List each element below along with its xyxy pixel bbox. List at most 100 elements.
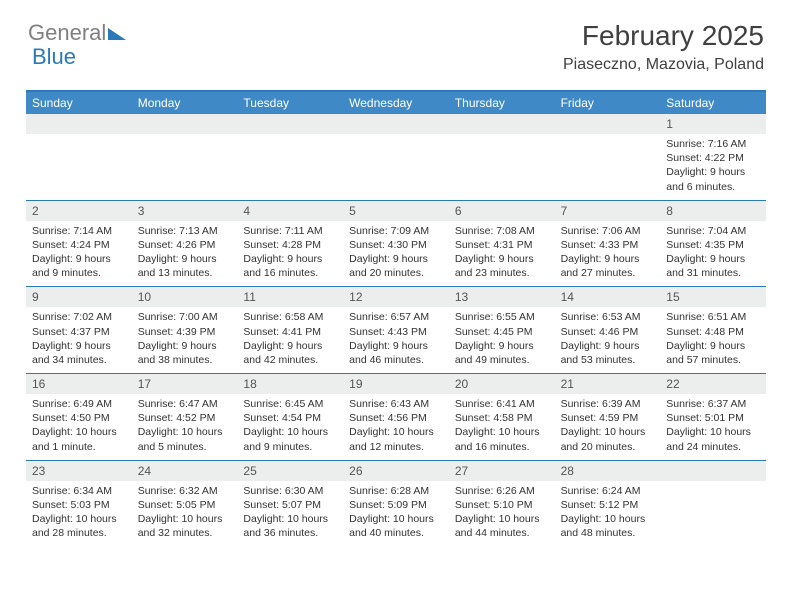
day-number: 22 [660,374,766,394]
day-details: Sunrise: 6:55 AM Sunset: 4:45 PM Dayligh… [449,307,555,373]
calendar-cell: 17Sunrise: 6:47 AM Sunset: 4:52 PM Dayli… [132,374,238,460]
day-number [660,461,766,481]
day-details: Sunrise: 6:37 AM Sunset: 5:01 PM Dayligh… [660,394,766,460]
day-number: 3 [132,201,238,221]
calendar-cell: 28Sunrise: 6:24 AM Sunset: 5:12 PM Dayli… [555,461,661,547]
calendar-cell: 6Sunrise: 7:08 AM Sunset: 4:31 PM Daylig… [449,201,555,287]
calendar-cell: 4Sunrise: 7:11 AM Sunset: 4:28 PM Daylig… [237,201,343,287]
day-number: 19 [343,374,449,394]
calendar-cell: 24Sunrise: 6:32 AM Sunset: 5:05 PM Dayli… [132,461,238,547]
calendar-cell: 8Sunrise: 7:04 AM Sunset: 4:35 PM Daylig… [660,201,766,287]
day-details: Sunrise: 7:08 AM Sunset: 4:31 PM Dayligh… [449,221,555,287]
day-details: Sunrise: 6:39 AM Sunset: 4:59 PM Dayligh… [555,394,661,460]
day-number [343,114,449,134]
day-number: 14 [555,287,661,307]
day-details: Sunrise: 7:09 AM Sunset: 4:30 PM Dayligh… [343,221,449,287]
calendar-cell: 7Sunrise: 7:06 AM Sunset: 4:33 PM Daylig… [555,201,661,287]
day-number: 18 [237,374,343,394]
day-details: Sunrise: 6:57 AM Sunset: 4:43 PM Dayligh… [343,307,449,373]
day-number: 27 [449,461,555,481]
day-header: Saturday [660,92,766,114]
calendar-week: 23Sunrise: 6:34 AM Sunset: 5:03 PM Dayli… [26,460,766,547]
calendar: SundayMondayTuesdayWednesdayThursdayFrid… [26,90,766,546]
title-block: February 2025 Piaseczno, Mazovia, Poland [563,20,764,74]
day-header: Monday [132,92,238,114]
day-details: Sunrise: 6:51 AM Sunset: 4:48 PM Dayligh… [660,307,766,373]
day-header: Sunday [26,92,132,114]
day-number: 8 [660,201,766,221]
calendar-cell: 11Sunrise: 6:58 AM Sunset: 4:41 PM Dayli… [237,287,343,373]
calendar-cell: 26Sunrise: 6:28 AM Sunset: 5:09 PM Dayli… [343,461,449,547]
day-details: Sunrise: 6:45 AM Sunset: 4:54 PM Dayligh… [237,394,343,460]
calendar-cell: 19Sunrise: 6:43 AM Sunset: 4:56 PM Dayli… [343,374,449,460]
day-details: Sunrise: 7:11 AM Sunset: 4:28 PM Dayligh… [237,221,343,287]
day-number: 21 [555,374,661,394]
calendar-cell: 16Sunrise: 6:49 AM Sunset: 4:50 PM Dayli… [26,374,132,460]
day-details [555,134,661,143]
calendar-cell: 14Sunrise: 6:53 AM Sunset: 4:46 PM Dayli… [555,287,661,373]
day-number: 23 [26,461,132,481]
calendar-cell: 27Sunrise: 6:26 AM Sunset: 5:10 PM Dayli… [449,461,555,547]
page-title: February 2025 [563,20,764,52]
day-number [555,114,661,134]
day-number: 25 [237,461,343,481]
calendar-cell: 21Sunrise: 6:39 AM Sunset: 4:59 PM Dayli… [555,374,661,460]
day-number: 26 [343,461,449,481]
calendar-cell: 12Sunrise: 6:57 AM Sunset: 4:43 PM Dayli… [343,287,449,373]
day-number: 2 [26,201,132,221]
calendar-week: 16Sunrise: 6:49 AM Sunset: 4:50 PM Dayli… [26,373,766,460]
day-details: Sunrise: 6:41 AM Sunset: 4:58 PM Dayligh… [449,394,555,460]
day-header: Tuesday [237,92,343,114]
calendar-week: 2Sunrise: 7:14 AM Sunset: 4:24 PM Daylig… [26,200,766,287]
calendar-cell: 18Sunrise: 6:45 AM Sunset: 4:54 PM Dayli… [237,374,343,460]
day-details: Sunrise: 6:47 AM Sunset: 4:52 PM Dayligh… [132,394,238,460]
calendar-cell: 9Sunrise: 7:02 AM Sunset: 4:37 PM Daylig… [26,287,132,373]
day-details: Sunrise: 6:58 AM Sunset: 4:41 PM Dayligh… [237,307,343,373]
day-details: Sunrise: 7:14 AM Sunset: 4:24 PM Dayligh… [26,221,132,287]
day-details: Sunrise: 6:32 AM Sunset: 5:05 PM Dayligh… [132,481,238,547]
day-details: Sunrise: 6:28 AM Sunset: 5:09 PM Dayligh… [343,481,449,547]
day-number: 10 [132,287,238,307]
calendar-cell [237,114,343,200]
calendar-cell: 15Sunrise: 6:51 AM Sunset: 4:48 PM Dayli… [660,287,766,373]
day-number [26,114,132,134]
day-number: 4 [237,201,343,221]
calendar-cell [449,114,555,200]
day-details [26,134,132,143]
day-details [132,134,238,143]
calendar-cell [26,114,132,200]
day-number: 6 [449,201,555,221]
day-number: 1 [660,114,766,134]
day-number: 7 [555,201,661,221]
calendar-cell: 1Sunrise: 7:16 AM Sunset: 4:22 PM Daylig… [660,114,766,200]
calendar-cell [555,114,661,200]
day-number [237,114,343,134]
calendar-cell: 2Sunrise: 7:14 AM Sunset: 4:24 PM Daylig… [26,201,132,287]
logo-text-blue: Blue [32,44,76,70]
day-number: 12 [343,287,449,307]
day-details [449,134,555,143]
logo-text-gray: General [28,20,106,46]
day-details: Sunrise: 6:34 AM Sunset: 5:03 PM Dayligh… [26,481,132,547]
day-number: 17 [132,374,238,394]
day-header-row: SundayMondayTuesdayWednesdayThursdayFrid… [26,92,766,114]
day-details: Sunrise: 6:26 AM Sunset: 5:10 PM Dayligh… [449,481,555,547]
day-details: Sunrise: 7:04 AM Sunset: 4:35 PM Dayligh… [660,221,766,287]
day-details: Sunrise: 6:53 AM Sunset: 4:46 PM Dayligh… [555,307,661,373]
day-details [343,134,449,143]
day-details: Sunrise: 7:00 AM Sunset: 4:39 PM Dayligh… [132,307,238,373]
location-label: Piaseczno, Mazovia, Poland [563,56,764,74]
day-number [132,114,238,134]
calendar-cell [660,461,766,547]
calendar-cell: 5Sunrise: 7:09 AM Sunset: 4:30 PM Daylig… [343,201,449,287]
header: General February 2025 Piaseczno, Mazovia… [0,0,792,82]
calendar-week: 1Sunrise: 7:16 AM Sunset: 4:22 PM Daylig… [26,114,766,200]
day-details: Sunrise: 6:24 AM Sunset: 5:12 PM Dayligh… [555,481,661,547]
day-details: Sunrise: 7:16 AM Sunset: 4:22 PM Dayligh… [660,134,766,200]
day-details: Sunrise: 7:06 AM Sunset: 4:33 PM Dayligh… [555,221,661,287]
day-details: Sunrise: 7:02 AM Sunset: 4:37 PM Dayligh… [26,307,132,373]
day-details: Sunrise: 6:43 AM Sunset: 4:56 PM Dayligh… [343,394,449,460]
day-details: Sunrise: 7:13 AM Sunset: 4:26 PM Dayligh… [132,221,238,287]
day-number: 9 [26,287,132,307]
day-number: 13 [449,287,555,307]
